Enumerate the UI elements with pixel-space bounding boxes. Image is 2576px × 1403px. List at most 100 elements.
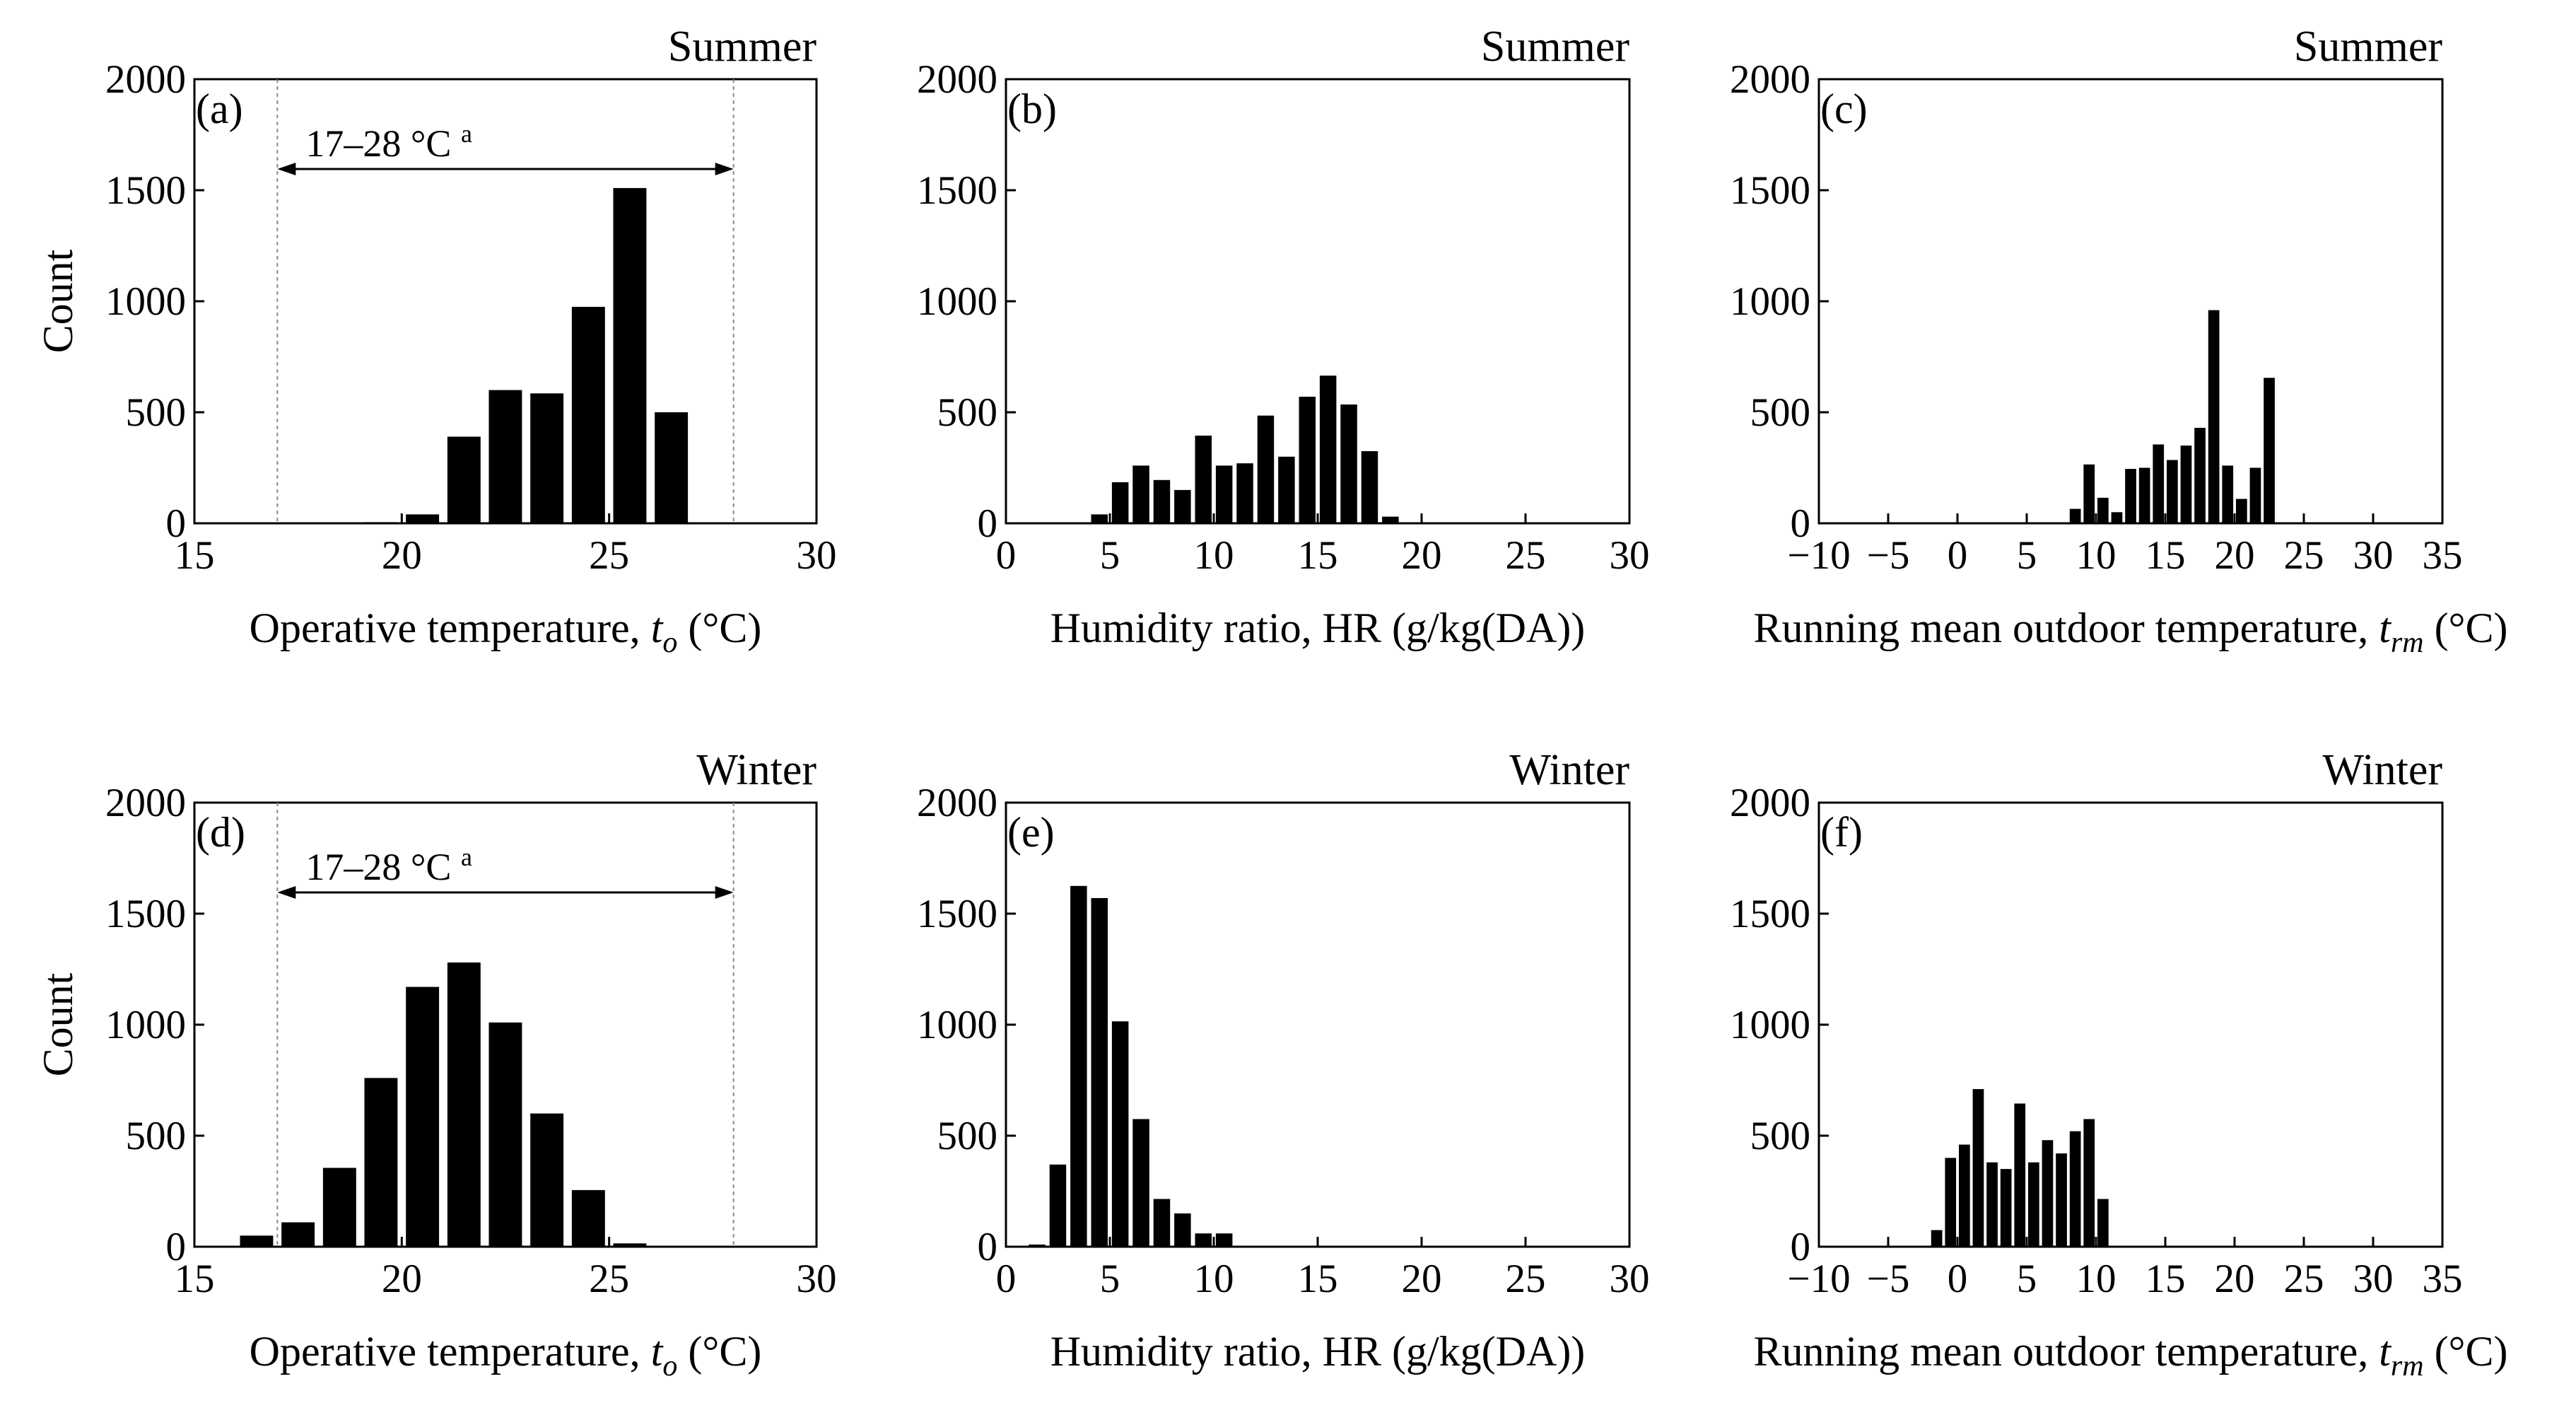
bar-a-5 (571, 306, 605, 523)
panel-letter-a: (a) (196, 86, 243, 132)
x-tick-label-b-3: 15 (1298, 533, 1338, 578)
y-tick-label-e-1: 500 (937, 1114, 998, 1158)
bar-c-13 (2249, 467, 2261, 523)
bar-b-11 (1319, 376, 1337, 523)
bar-f-5 (2000, 1169, 2012, 1247)
bar-f-7 (2028, 1162, 2039, 1247)
x-tick-label-c-8: 30 (2353, 533, 2394, 578)
range-label-d: 17–28 °C a (305, 843, 472, 888)
bar-f-0 (1931, 1230, 1943, 1247)
bar-f-6 (2014, 1103, 2026, 1247)
bar-b-4 (1174, 489, 1191, 523)
bar-b-14 (1382, 516, 1399, 523)
bar-c-14 (2264, 378, 2275, 523)
bar-b-8 (1257, 415, 1275, 523)
x-axis-label-d: Operative temperature, to (°C) (250, 1328, 762, 1382)
bar-c-2 (2097, 497, 2109, 523)
y-tick-label-d-1: 500 (126, 1114, 187, 1158)
y-tick-label-c-1: 500 (1750, 390, 1811, 435)
bar-f-1 (1945, 1158, 1957, 1247)
bar-d-1 (281, 1222, 315, 1247)
x-tick-label-e-3: 15 (1298, 1257, 1338, 1301)
x-tick-label-c-2: 0 (1948, 533, 1968, 578)
y-axis-label-a: Count (35, 249, 81, 353)
x-tick-label-f-8: 30 (2353, 1257, 2394, 1301)
bar-b-0 (1091, 514, 1108, 523)
y-tick-label-d-4: 2000 (105, 781, 186, 825)
bar-b-5 (1195, 436, 1212, 523)
bar-d-4 (406, 986, 440, 1247)
bar-a-2 (447, 436, 481, 523)
plot-frame-f (1817, 801, 2444, 1248)
bar-c-4 (2125, 469, 2136, 523)
x-tick-label-e-4: 20 (1402, 1257, 1442, 1301)
bar-c-9 (2194, 428, 2206, 523)
bar-a-3 (488, 390, 522, 523)
bar-e-9 (1215, 1233, 1233, 1247)
x-tick-label-c-0: −10 (1787, 533, 1850, 578)
season-label-d: Winter (696, 746, 816, 794)
x-tick-label-b-5: 25 (1506, 533, 1546, 578)
x-tick-label-b-1: 5 (1100, 533, 1120, 578)
y-tick-label-b-0: 0 (978, 501, 998, 546)
bar-d-8 (571, 1189, 605, 1247)
x-tick-label-a-1: 20 (382, 533, 422, 578)
x-axis-label-c: Running mean outdoor temperature, trm (°… (1753, 605, 2507, 659)
y-tick-label-e-4: 2000 (917, 781, 997, 825)
y-tick-label-c-3: 1500 (1730, 168, 1810, 213)
bar-c-0 (2069, 508, 2081, 523)
y-tick-label-b-4: 2000 (917, 57, 997, 102)
x-tick-label-b-0: 0 (996, 533, 1017, 578)
season-label-b: Summer (1481, 23, 1629, 71)
bar-e-2 (1070, 885, 1087, 1247)
bar-e-5 (1132, 1119, 1149, 1247)
y-tick-label-f-3: 1500 (1730, 892, 1810, 936)
bar-d-5 (447, 962, 481, 1247)
panel-letter-f: (f) (1820, 809, 1863, 856)
y-tick-label-b-1: 500 (937, 390, 998, 435)
x-tick-label-f-3: 5 (2017, 1257, 2037, 1301)
bar-e-6 (1153, 1199, 1171, 1247)
x-tick-label-d-2: 25 (589, 1257, 629, 1301)
x-tick-label-f-5: 15 (2145, 1257, 2186, 1301)
y-tick-label-d-3: 1500 (105, 892, 186, 936)
x-tick-label-d-1: 20 (382, 1257, 422, 1301)
x-tick-label-f-6: 20 (2215, 1257, 2255, 1301)
bar-b-7 (1236, 463, 1253, 523)
bar-b-1 (1111, 482, 1129, 523)
y-tick-label-f-0: 0 (1791, 1225, 1811, 1269)
y-tick-label-e-3: 1500 (917, 892, 997, 936)
bar-c-6 (2153, 444, 2165, 523)
bar-c-7 (2167, 460, 2178, 523)
panel-c: 0 500 1000 1500 2000 −10 −5 0 5 10 15 20 25 30 35 Summe… (1730, 23, 2508, 659)
bar-c-1 (2083, 464, 2095, 523)
x-tick-label-a-2: 25 (589, 533, 629, 578)
bar-e-3 (1091, 898, 1108, 1247)
x-tick-label-f-9: 35 (2423, 1257, 2463, 1301)
bar-d-7 (530, 1113, 564, 1247)
bar-f-10 (2069, 1131, 2081, 1247)
y-tick-label-b-3: 1500 (917, 168, 997, 213)
bar-d-3 (364, 1078, 398, 1247)
plot-frame-b (1005, 78, 1631, 525)
bar-c-8 (2180, 446, 2192, 523)
season-label-f: Winter (2322, 746, 2442, 794)
x-tick-label-f-2: 0 (1948, 1257, 1968, 1301)
x-tick-label-f-0: −10 (1787, 1257, 1850, 1301)
season-label-a: Summer (668, 23, 816, 71)
bar-a-6 (613, 187, 647, 523)
y-tick-label-a-1: 500 (126, 390, 187, 435)
x-tick-label-c-9: 35 (2423, 533, 2463, 578)
panel-d: 0 500 1000 1500 2000 15 20 25 30 Winter (d) Operati… (35, 746, 837, 1382)
range-arrowhead-left-d (277, 886, 296, 899)
range-label-a: 17–28 °C a (305, 120, 472, 165)
bar-f-4 (1986, 1162, 1998, 1247)
panel-b: 0 500 1000 1500 2000 0 5 10 15 20 25 30 Summer (b) Hum… (917, 23, 1650, 651)
bar-a-4 (530, 393, 564, 523)
panel-letter-b: (b) (1007, 86, 1057, 132)
y-tick-label-a-4: 2000 (105, 57, 186, 102)
y-tick-label-f-4: 2000 (1730, 781, 1810, 825)
x-tick-label-c-6: 20 (2215, 533, 2255, 578)
bar-e-0 (1029, 1244, 1046, 1247)
